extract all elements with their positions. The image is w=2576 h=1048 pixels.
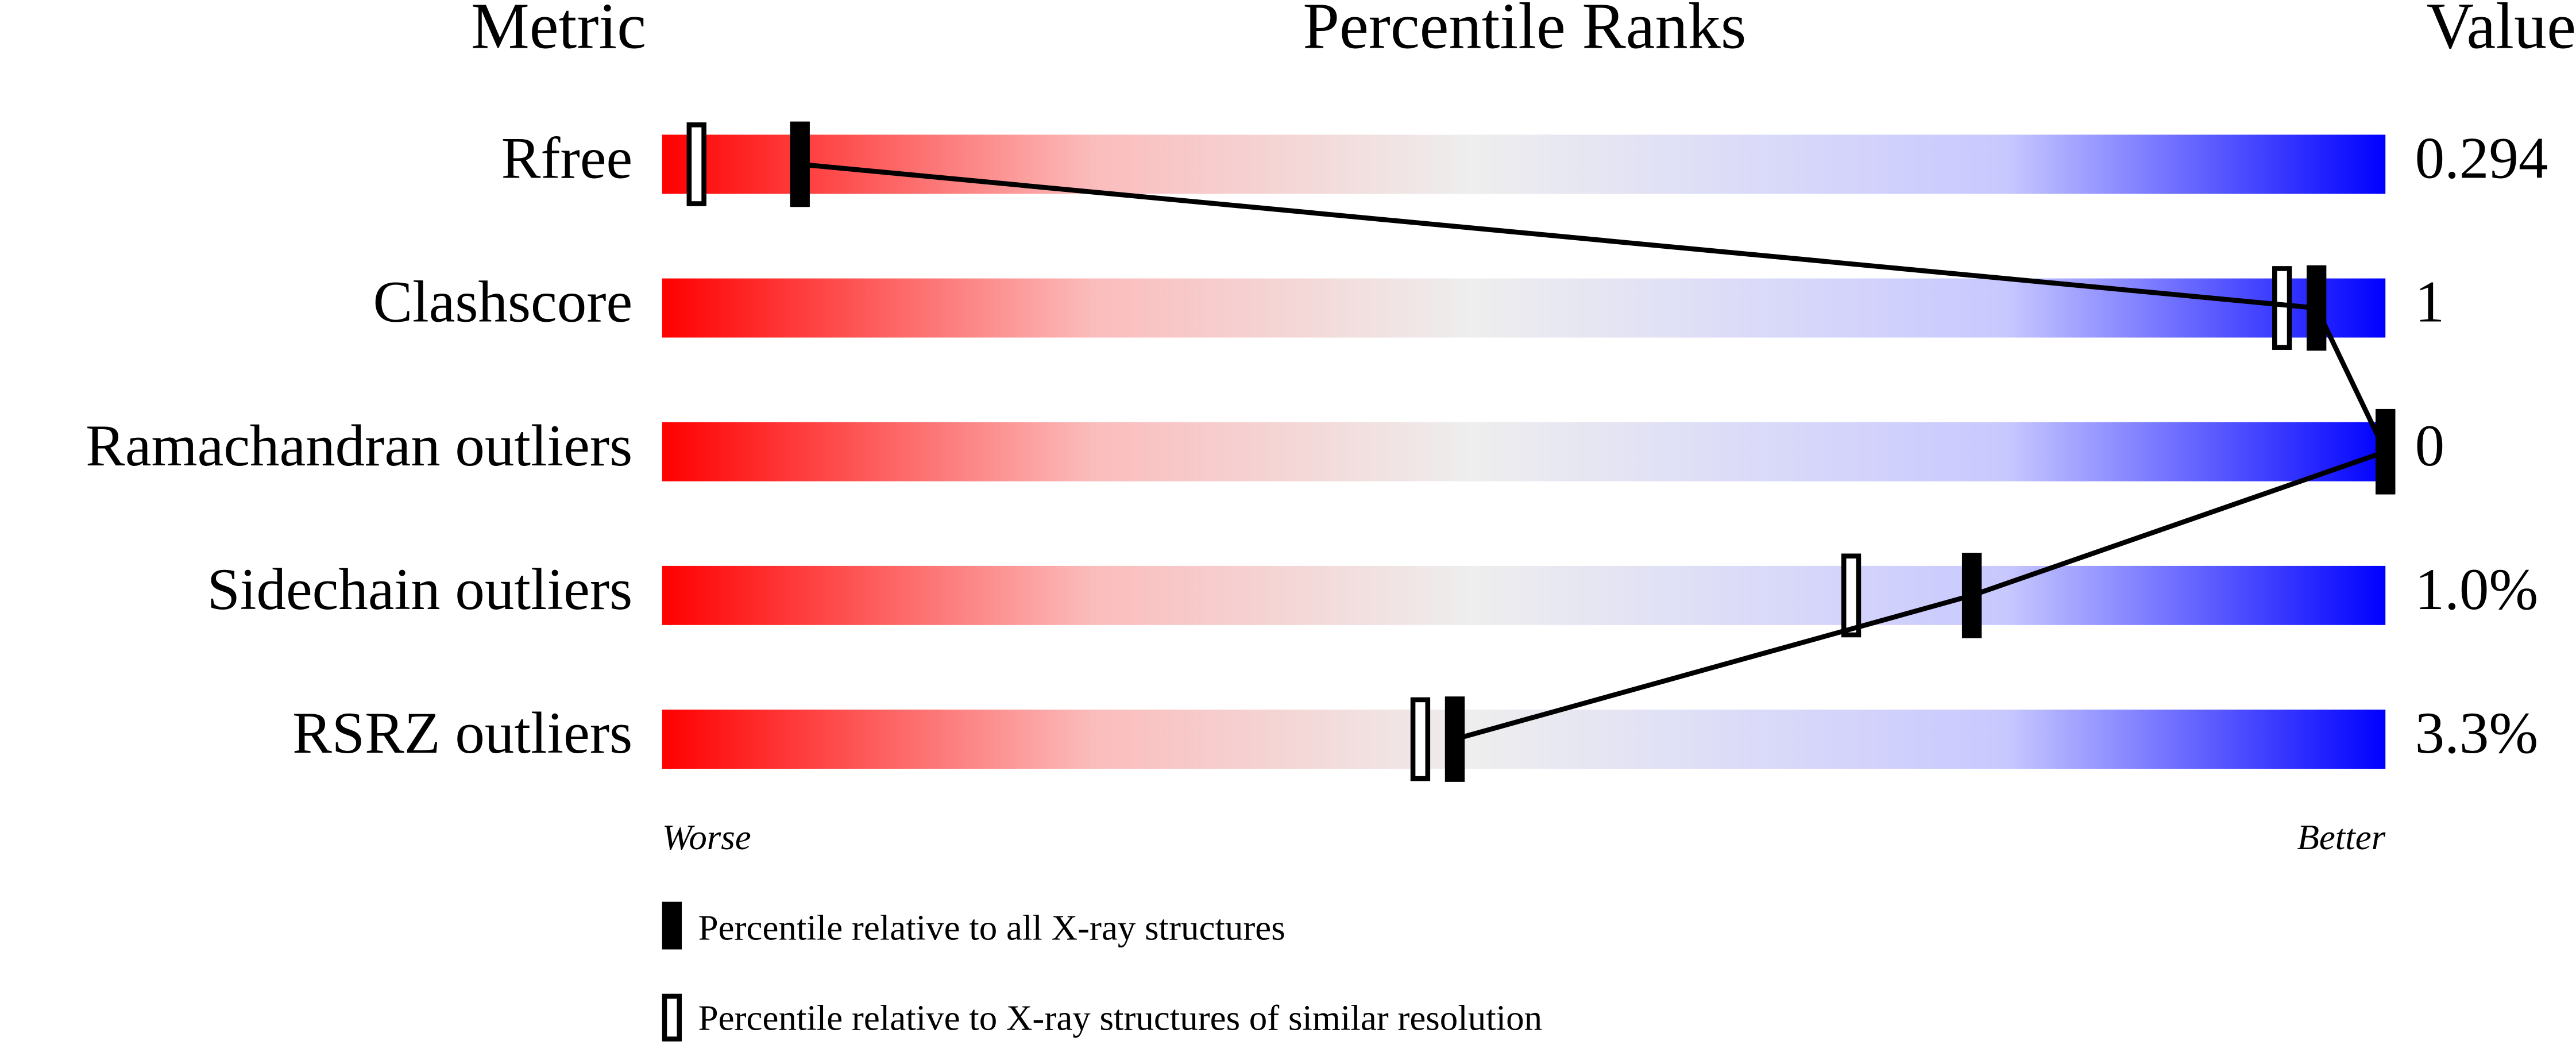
percentile-bar bbox=[662, 422, 2386, 481]
marker-all bbox=[2376, 409, 2396, 495]
percentile-bar bbox=[662, 278, 2386, 338]
metric-value: 0.294 bbox=[2415, 126, 2548, 191]
marker-similar bbox=[1841, 553, 1861, 638]
metric-label: RSRZ outliers bbox=[292, 700, 632, 766]
metric-label: Sidechain outliers bbox=[207, 557, 633, 622]
axis-end-label: Better bbox=[2297, 817, 2385, 857]
metric-label: Rfree bbox=[501, 126, 633, 191]
marker-all bbox=[2307, 265, 2327, 351]
axis-end-label: Worse bbox=[662, 817, 751, 857]
metric-value: 0 bbox=[2415, 413, 2444, 479]
metric-label: Ramachandran outliers bbox=[86, 413, 632, 479]
metric-value: 1.0% bbox=[2415, 557, 2538, 622]
marker-all bbox=[1445, 696, 1465, 782]
metric-value: 1 bbox=[2415, 269, 2444, 335]
marker-all bbox=[1961, 553, 1982, 638]
percentile-bar bbox=[662, 134, 2386, 194]
column-header: Metric bbox=[471, 0, 646, 62]
column-header: Percentile Ranks bbox=[1303, 0, 1746, 62]
marker-similar bbox=[2272, 266, 2292, 350]
percentile-bar bbox=[662, 565, 2386, 625]
column-header: Value bbox=[2427, 0, 2576, 62]
marker-similar bbox=[686, 122, 706, 206]
marker-all bbox=[790, 121, 810, 207]
legend-label: Percentile relative to X-ray structures … bbox=[698, 998, 1542, 1038]
legend-label: Percentile relative to all X-ray structu… bbox=[698, 907, 1285, 947]
legend-swatch bbox=[662, 993, 682, 1042]
marker-similar bbox=[1410, 697, 1431, 781]
metric-label: Clashscore bbox=[373, 269, 632, 335]
legend-swatch bbox=[662, 901, 682, 950]
metric-value: 3.3% bbox=[2415, 700, 2538, 766]
